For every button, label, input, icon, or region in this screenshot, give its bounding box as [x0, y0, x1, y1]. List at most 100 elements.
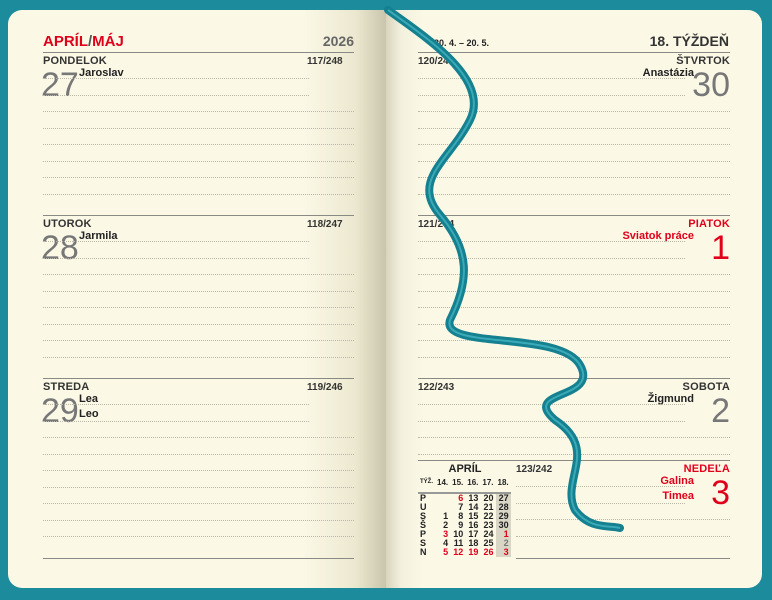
right-page: 20. 4. – 20. 5. 18. TÝŽDEŇ 120/245 ŠTVRT…: [386, 10, 762, 588]
calendar-day: 28: [495, 503, 511, 512]
week-header-row: TÝŽ. 14. 15. 16. 17. 18.: [418, 478, 511, 487]
writing-line: [43, 111, 354, 112]
calendar-day: 26: [483, 547, 494, 557]
writing-line: [43, 357, 354, 358]
calendar-day: 15: [468, 511, 479, 521]
writing-line: [516, 536, 730, 537]
writing-line: [418, 274, 730, 275]
weekday-letter: P: [420, 493, 427, 503]
writing-line: [516, 503, 685, 504]
calendar-day: 2: [495, 539, 511, 548]
writing-line: [43, 307, 354, 308]
writing-line: [43, 258, 309, 259]
zodiac-range: 20. 4. – 20. 5.: [434, 38, 490, 48]
name-day: Jaroslav: [79, 67, 124, 79]
calendar-row: U 7 14 21 28: [418, 503, 511, 512]
writing-line: [418, 404, 685, 405]
calendar-day: 1: [443, 511, 449, 521]
writing-line: [43, 454, 354, 455]
calendar-day: 22: [483, 511, 494, 521]
weekday-letter: P: [420, 529, 427, 539]
section-divider: [418, 52, 730, 53]
calendar-day: 13: [468, 493, 479, 503]
writing-line: [43, 194, 354, 195]
mini-calendar-title: APRÍL: [448, 463, 482, 475]
writing-line: [43, 503, 354, 504]
writing-line: [418, 324, 730, 325]
calendar-row: S 1 8 15 22 29: [418, 512, 511, 521]
writing-line: [43, 536, 354, 537]
writing-line: [418, 241, 685, 242]
calendar-day: 23: [483, 520, 494, 530]
writing-line: [418, 95, 685, 96]
week-number: 17.: [482, 478, 494, 487]
section-divider: [43, 215, 354, 216]
weekday-letter: S: [420, 511, 427, 521]
calendar-day: 25: [483, 538, 494, 548]
writing-line: [418, 258, 685, 259]
bottom-line: [516, 558, 730, 559]
calendar-row: N 5 12 19 26 3: [418, 548, 511, 557]
day-number: 30: [692, 66, 730, 104]
calendar-day: 1: [495, 530, 511, 539]
calendar-day: 27: [495, 493, 511, 503]
writing-line: [43, 470, 354, 471]
calendar-day: 11: [453, 538, 464, 548]
day-name: UTOROK: [43, 218, 92, 230]
calendar-day: 6: [458, 493, 464, 503]
day-count: 123/242: [516, 464, 553, 475]
calendar-row: Š 2 9 16 23 30: [418, 521, 511, 530]
day-count: 121/244: [418, 219, 455, 230]
name-day: Timea: [662, 490, 694, 502]
calendar-day: 24: [483, 529, 494, 539]
month-a: APRÍL: [43, 33, 88, 50]
calendar-day: 19: [468, 547, 479, 557]
weekday-letter: N: [420, 547, 427, 557]
writing-line: [418, 161, 730, 162]
writing-line: [516, 486, 685, 487]
name-day: Lea: [79, 393, 98, 405]
calendar-day: 30: [495, 521, 511, 530]
section-divider: [516, 460, 730, 461]
day-count: 119/246: [307, 382, 343, 393]
name-day: Žigmund: [647, 393, 694, 405]
calendar-day: 7: [458, 502, 464, 512]
name-day: Sviatok práce: [622, 230, 694, 242]
week-label: TÝŽ.: [420, 479, 433, 485]
day-count: 118/247: [307, 219, 343, 230]
left-page: APRÍL/MÁJ 2026 PONDELOK 117/248 27 Jarosl…: [8, 10, 386, 588]
writing-line: [43, 177, 354, 178]
day-name: STREDA: [43, 381, 90, 393]
year: 2026: [322, 33, 354, 49]
weekday-letter: Š: [420, 520, 427, 530]
name-day: Jarmila: [79, 230, 118, 242]
calendar-day: 20: [483, 493, 494, 503]
writing-line: [418, 194, 730, 195]
week-number: 15.: [452, 478, 464, 487]
writing-line: [43, 274, 354, 275]
week-number: 14.: [437, 478, 449, 487]
day-name: PIATOK: [688, 218, 730, 230]
calendar-day: 16: [468, 520, 479, 530]
section-divider: [418, 215, 730, 216]
writing-line: [43, 421, 309, 422]
writing-line: [418, 307, 730, 308]
day-number: 2: [711, 392, 730, 430]
calendar-day: 2: [443, 520, 449, 530]
writing-line: [418, 291, 730, 292]
calendar-day: 18: [468, 538, 479, 548]
writing-line: [43, 487, 354, 488]
day-name: PONDELOK: [43, 55, 107, 67]
name-day: Leo: [79, 408, 99, 420]
day-number: 27: [41, 66, 79, 104]
weekday-letter: S: [420, 538, 427, 548]
month-b: MÁJ: [92, 33, 124, 50]
writing-line: [43, 128, 354, 129]
calendar-day: 12: [453, 547, 464, 557]
writing-line: [43, 340, 354, 341]
writing-line: [43, 404, 309, 405]
calendar-day: 3: [443, 529, 449, 539]
writing-line: [43, 291, 354, 292]
month-title: APRÍL/MÁJ: [43, 33, 124, 50]
